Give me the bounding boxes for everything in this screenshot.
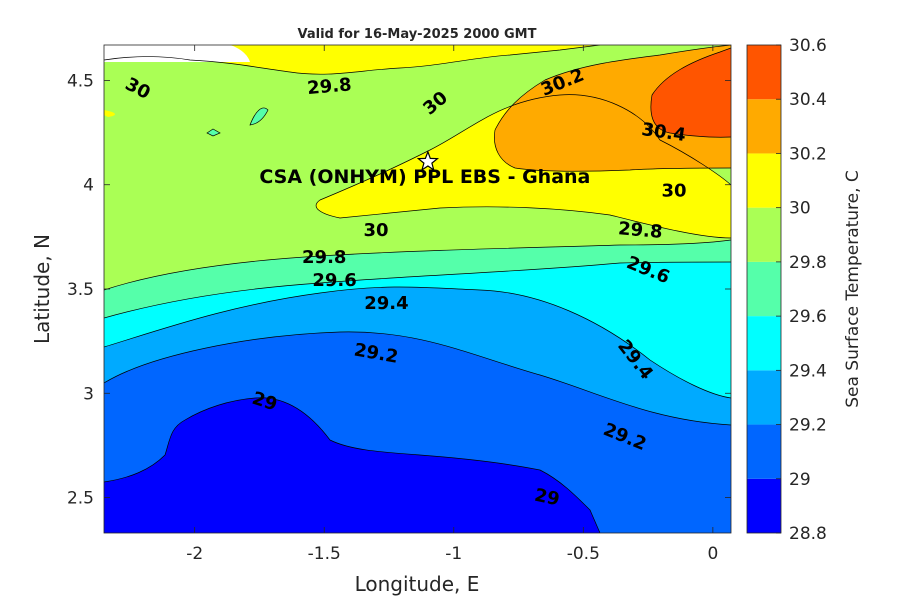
x-tick-label: 0	[707, 544, 718, 564]
contour-label: 29.8	[617, 218, 663, 243]
colorbar-tick-label: 30.4	[789, 90, 827, 110]
x-axis: -2 -1.5 -1 -0.5 0	[186, 45, 718, 564]
masked-land	[104, 45, 250, 62]
contour-label: 29.4	[364, 293, 408, 314]
band-30-30.2	[104, 45, 731, 238]
y-axis-label: Latitude, N	[30, 234, 54, 344]
colorbar-swatch	[747, 316, 781, 371]
contour-label: 30	[364, 220, 389, 241]
contour-line-30.4	[650, 47, 731, 138]
contour-label: 30	[661, 180, 686, 201]
colorbar-label: Sea Surface Temperature, C	[843, 170, 863, 408]
colorbar-swatch	[747, 478, 781, 533]
colorbar-tick-label: 28.8	[789, 524, 827, 544]
contour-line-29.8	[104, 239, 731, 291]
y-tick-label: 4.5	[67, 71, 94, 91]
colorbar-swatch	[747, 45, 781, 100]
colorbar-tick-label: 29	[789, 470, 811, 490]
colorbar-swatch	[747, 99, 781, 154]
contour-label: 29.6	[312, 270, 356, 291]
contour-line-29.2	[104, 331, 731, 426]
x-tick-label: -1.5	[308, 544, 341, 564]
star-icon	[416, 150, 440, 172]
y-tick-label: 2.5	[67, 489, 94, 509]
contour-line-29.6	[104, 261, 731, 319]
band-30.4-30.6	[650, 48, 731, 138]
contour-label: 29.8	[306, 74, 352, 99]
y-tick-label: 3	[83, 384, 94, 404]
y-axis: 2.5 3 3.5 4 4.5	[67, 71, 731, 509]
colorbar-swatch	[747, 424, 781, 479]
colorbar: 28.8 29 29.2 29.4 29.6 29.8 30 30.2 30.4 30.6	[746, 36, 827, 544]
colorbar-tick-label: 29.6	[789, 307, 827, 327]
colorbar-tick-label: 29.2	[789, 416, 827, 436]
contour-label: 29	[533, 485, 562, 511]
y-tick-label: 3.5	[67, 280, 94, 300]
colorbar-tick-label: 30.2	[789, 144, 827, 164]
contour-line-30	[104, 45, 731, 239]
colorbar-tick-label: 29.8	[789, 253, 827, 273]
x-tick-label: -2	[186, 544, 203, 564]
colorbar-swatch	[747, 153, 781, 208]
contour-line-29.8-islet	[249, 107, 269, 126]
colorbar-frame	[746, 44, 782, 534]
contour-line-30.2	[494, 45, 731, 172]
x-axis-label: Longitude, E	[355, 572, 480, 596]
contour-line-29.4	[104, 286, 731, 399]
band-28.8-29	[104, 397, 600, 533]
contour-label: 29.8	[302, 247, 346, 268]
colorbar-swatch	[747, 370, 781, 425]
colorbar-tick-label: 30.6	[789, 36, 827, 56]
y-tick-label: 4	[83, 176, 94, 196]
chart-title: Valid for 16-May-2025 2000 GMT	[298, 27, 537, 42]
contour-line-29.8-islet-2	[206, 128, 221, 137]
colorbar-swatch	[747, 207, 781, 262]
colorbar-tick-label: 30	[789, 199, 811, 219]
location-marker: CSA (ONHYM) PPL EBS - Ghana	[259, 150, 590, 188]
colorbar-tick-label: 29.4	[789, 361, 827, 381]
x-tick-label: -1	[445, 544, 462, 564]
colorbar-swatch	[747, 261, 781, 317]
x-tick-label: -0.5	[567, 544, 600, 564]
contour-line-29	[104, 397, 601, 533]
marker-label: CSA (ONHYM) PPL EBS - Ghana	[259, 166, 590, 188]
